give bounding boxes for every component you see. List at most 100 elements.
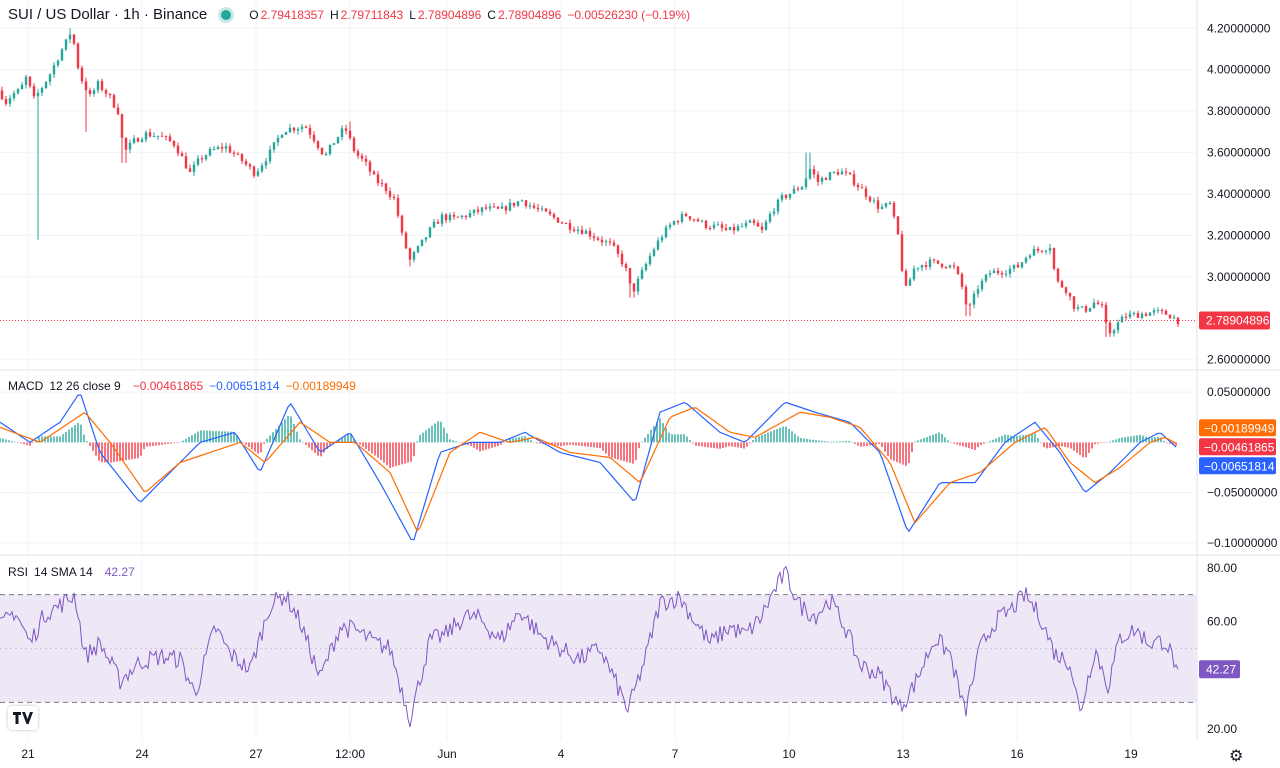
macd-histogram-bar [1106,442,1108,443]
candle-body [840,171,844,175]
market-status-icon[interactable] [221,9,232,20]
candle-body [472,209,476,214]
x-tick-label: 16 [1010,747,1024,761]
candle-body [868,196,872,202]
macd-histogram-bar [1148,437,1150,443]
macd-histogram-bar [527,438,529,443]
macd-histogram-bar [59,436,61,443]
candle-body [268,149,272,162]
candle-body [688,216,692,220]
macd-histogram-bar [95,442,97,456]
macd-histogram-bar [11,441,13,443]
macd-histogram-bar [149,442,151,447]
macd-histogram-bar [875,442,877,445]
candle-body [628,268,632,284]
macd-histogram-bar [182,440,184,443]
candle-body [360,155,364,159]
candle-body [1036,248,1040,251]
candle-body [648,255,652,264]
macd-histogram-bar [605,442,607,454]
macd-histogram-bar [827,441,829,443]
rsi-legend-name[interactable]: RSI [8,565,29,579]
macd-histogram-bar [407,442,409,463]
macd-histogram-bar [1019,435,1021,443]
symbol-title[interactable]: SUI / US Dollar · 1h · Binance [8,6,208,23]
macd-histogram-bar [491,442,493,448]
macd-histogram-bar [431,425,433,443]
macd-pane[interactable] [0,394,1177,541]
macd-legend-signal: −0.00189949 [285,379,356,393]
candle-body [480,207,484,212]
candle-body [748,220,752,223]
macd-histogram-bar [1112,440,1114,443]
macd-histogram-bar [437,421,439,443]
macd-histogram-bar [698,442,700,447]
macd-histogram-bar [122,442,124,461]
macd-histogram-bar [578,442,580,446]
close-label: C [487,7,496,22]
macd-histogram-bar [803,438,805,443]
macd-legend-name[interactable]: MACD [8,379,44,393]
macd-histogram-bar [131,442,133,460]
macd-histogram-bar [878,442,880,445]
macd-histogram-bar [1103,442,1105,443]
candle-body [504,206,508,211]
candle-body [0,90,4,100]
macd-histogram-bar [941,434,943,443]
macd-histogram-bar [959,442,961,446]
candle-body [340,128,344,138]
macd-histogram-bar [284,419,286,443]
candle-body [804,178,808,188]
macd-histogram-bar [422,432,424,443]
candle-body [112,95,116,108]
macd-histogram-bar [278,425,280,443]
rsi-value-tag [1199,660,1240,679]
macd-tick-label: 0.05000000 [1207,385,1271,399]
candle-body [696,219,700,222]
macd-histogram-bar [860,442,862,447]
candle-body [288,127,292,133]
macd-histogram-bar [446,433,448,443]
candle-body [584,230,588,234]
macd-histogram-bar [614,442,616,459]
price-pane[interactable] [0,28,1197,337]
macd-histogram-bar [1166,442,1168,443]
macd-histogram-bar [86,441,88,443]
candle-body [956,266,960,274]
candle-body [516,201,520,206]
macd-histogram-bar [134,442,136,459]
rsi-tick-label: 60.00 [1207,615,1237,629]
candle-body [1024,257,1028,263]
candle-body [612,242,616,246]
macd-histogram-bar [719,442,721,449]
macd-histogram-bar [350,434,352,443]
candle-body [140,139,144,142]
candle-body [624,264,628,269]
macd-histogram-bar [1004,434,1006,443]
macd-histogram-bar [977,442,979,448]
candle-body [276,137,280,143]
macd-histogram-bar [584,442,586,447]
macd-legend-params: 12 26 close 9 [49,379,121,393]
macd-signal-tag-label: −0.00189949 [1204,421,1275,435]
tradingview-logo-icon[interactable] [8,706,38,730]
macd-histogram-bar [455,441,457,443]
macd-histogram-bar [824,441,826,443]
macd-histogram-bar [758,436,760,443]
macd-histogram-bar [731,442,733,447]
rsi-pane[interactable] [0,565,1197,728]
candle-body [588,230,592,237]
macd-histogram-bar [1100,442,1102,444]
candle-body [272,142,276,150]
macd-histogram-bar [287,416,289,443]
macd-histogram-bar [368,442,370,452]
candle-body [12,93,16,99]
candle-body [736,226,740,231]
macd-histogram-bar [659,418,661,443]
candle-body [1076,307,1080,309]
price-labels: 2.78904896 −0.00189949 −0.00461865 −0.00651… [1199,311,1276,679]
macd-histogram-bar [254,442,256,452]
gear-icon[interactable]: ⚙ [1229,748,1244,765]
macd-histogram-bar [842,441,844,443]
